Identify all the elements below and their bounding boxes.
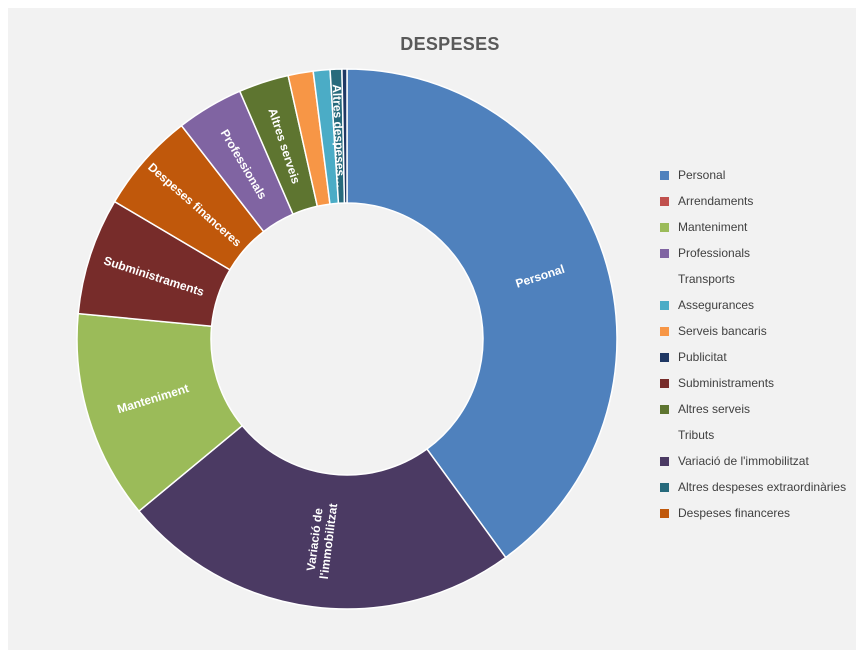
- legend-label: Publicitat: [678, 350, 727, 364]
- legend-swatch: [660, 196, 669, 206]
- legend-swatch: [660, 326, 669, 336]
- legend-label: Tributs: [678, 428, 715, 442]
- data-label-altres-despeses-extraordinaries: Altres despeses…: [330, 84, 348, 189]
- legend-item-publicitat: Publicitat: [660, 344, 846, 370]
- legend-swatch: [660, 248, 669, 258]
- legend-label: Manteniment: [678, 220, 748, 234]
- chart-title: DESPESES: [400, 34, 500, 54]
- legend-label: Despeses financeres: [678, 506, 791, 520]
- legend-item-tributs: Tributs: [660, 422, 846, 448]
- legend-swatch: [660, 456, 669, 466]
- legend-item-altres-serveis: Altres serveis: [660, 396, 846, 422]
- legend-label: Variació de l'immobilitzat: [678, 454, 809, 468]
- slice-personal: [346, 68, 618, 559]
- legend-item-transports: Transports: [660, 266, 846, 292]
- legend-label: Personal: [678, 168, 726, 182]
- chart-legend: Personal Arrendaments Manteniment Professio…: [660, 162, 846, 526]
- legend-label: Assegurances: [678, 298, 755, 312]
- legend-swatch: [660, 170, 669, 180]
- legend-item-professionals: Professionals: [660, 240, 846, 266]
- legend-label: Serveis bancaris: [678, 324, 767, 338]
- legend-item-serveis-bancaris: Serveis bancaris: [660, 318, 846, 344]
- legend-swatch: [660, 378, 669, 388]
- slice-manteniment: [76, 312, 244, 513]
- legend-swatch: [660, 404, 669, 414]
- legend-swatch: [660, 300, 669, 310]
- legend-label: Subministraments: [678, 376, 775, 390]
- legend-item-despeses-financeres: Despeses financeres: [660, 500, 846, 526]
- legend-item-personal: Personal: [660, 162, 846, 188]
- legend-label: Transports: [678, 272, 735, 286]
- legend-swatch: [660, 508, 669, 518]
- legend-item-arrendaments: Arrendaments: [660, 188, 846, 214]
- legend-item-manteniment: Manteniment: [660, 214, 846, 240]
- legend-swatch: [660, 352, 669, 362]
- legend-swatch: [660, 222, 669, 232]
- legend-label: Professionals: [678, 246, 751, 260]
- legend-item-altres-despeses-extraordinaries: Altres despeses extraordinàries: [660, 474, 846, 500]
- legend-item-variacio-de-l-immobilitzat: Variació de l'immobilitzat: [660, 448, 846, 474]
- legend-swatch: [660, 431, 669, 440]
- legend-swatch: [660, 275, 669, 284]
- slice-variacio-de-l-immobilitzat: [137, 424, 507, 610]
- legend-label: Altres despeses extraordinàries: [678, 480, 847, 494]
- slice-publicitat: [341, 68, 348, 204]
- legend-item-assegurances: Assegurances: [660, 292, 846, 318]
- legend-label: Altres serveis: [678, 402, 751, 416]
- legend-label: Arrendaments: [678, 194, 754, 208]
- legend-item-subministraments: Subministraments: [660, 370, 846, 396]
- legend-swatch: [660, 482, 669, 492]
